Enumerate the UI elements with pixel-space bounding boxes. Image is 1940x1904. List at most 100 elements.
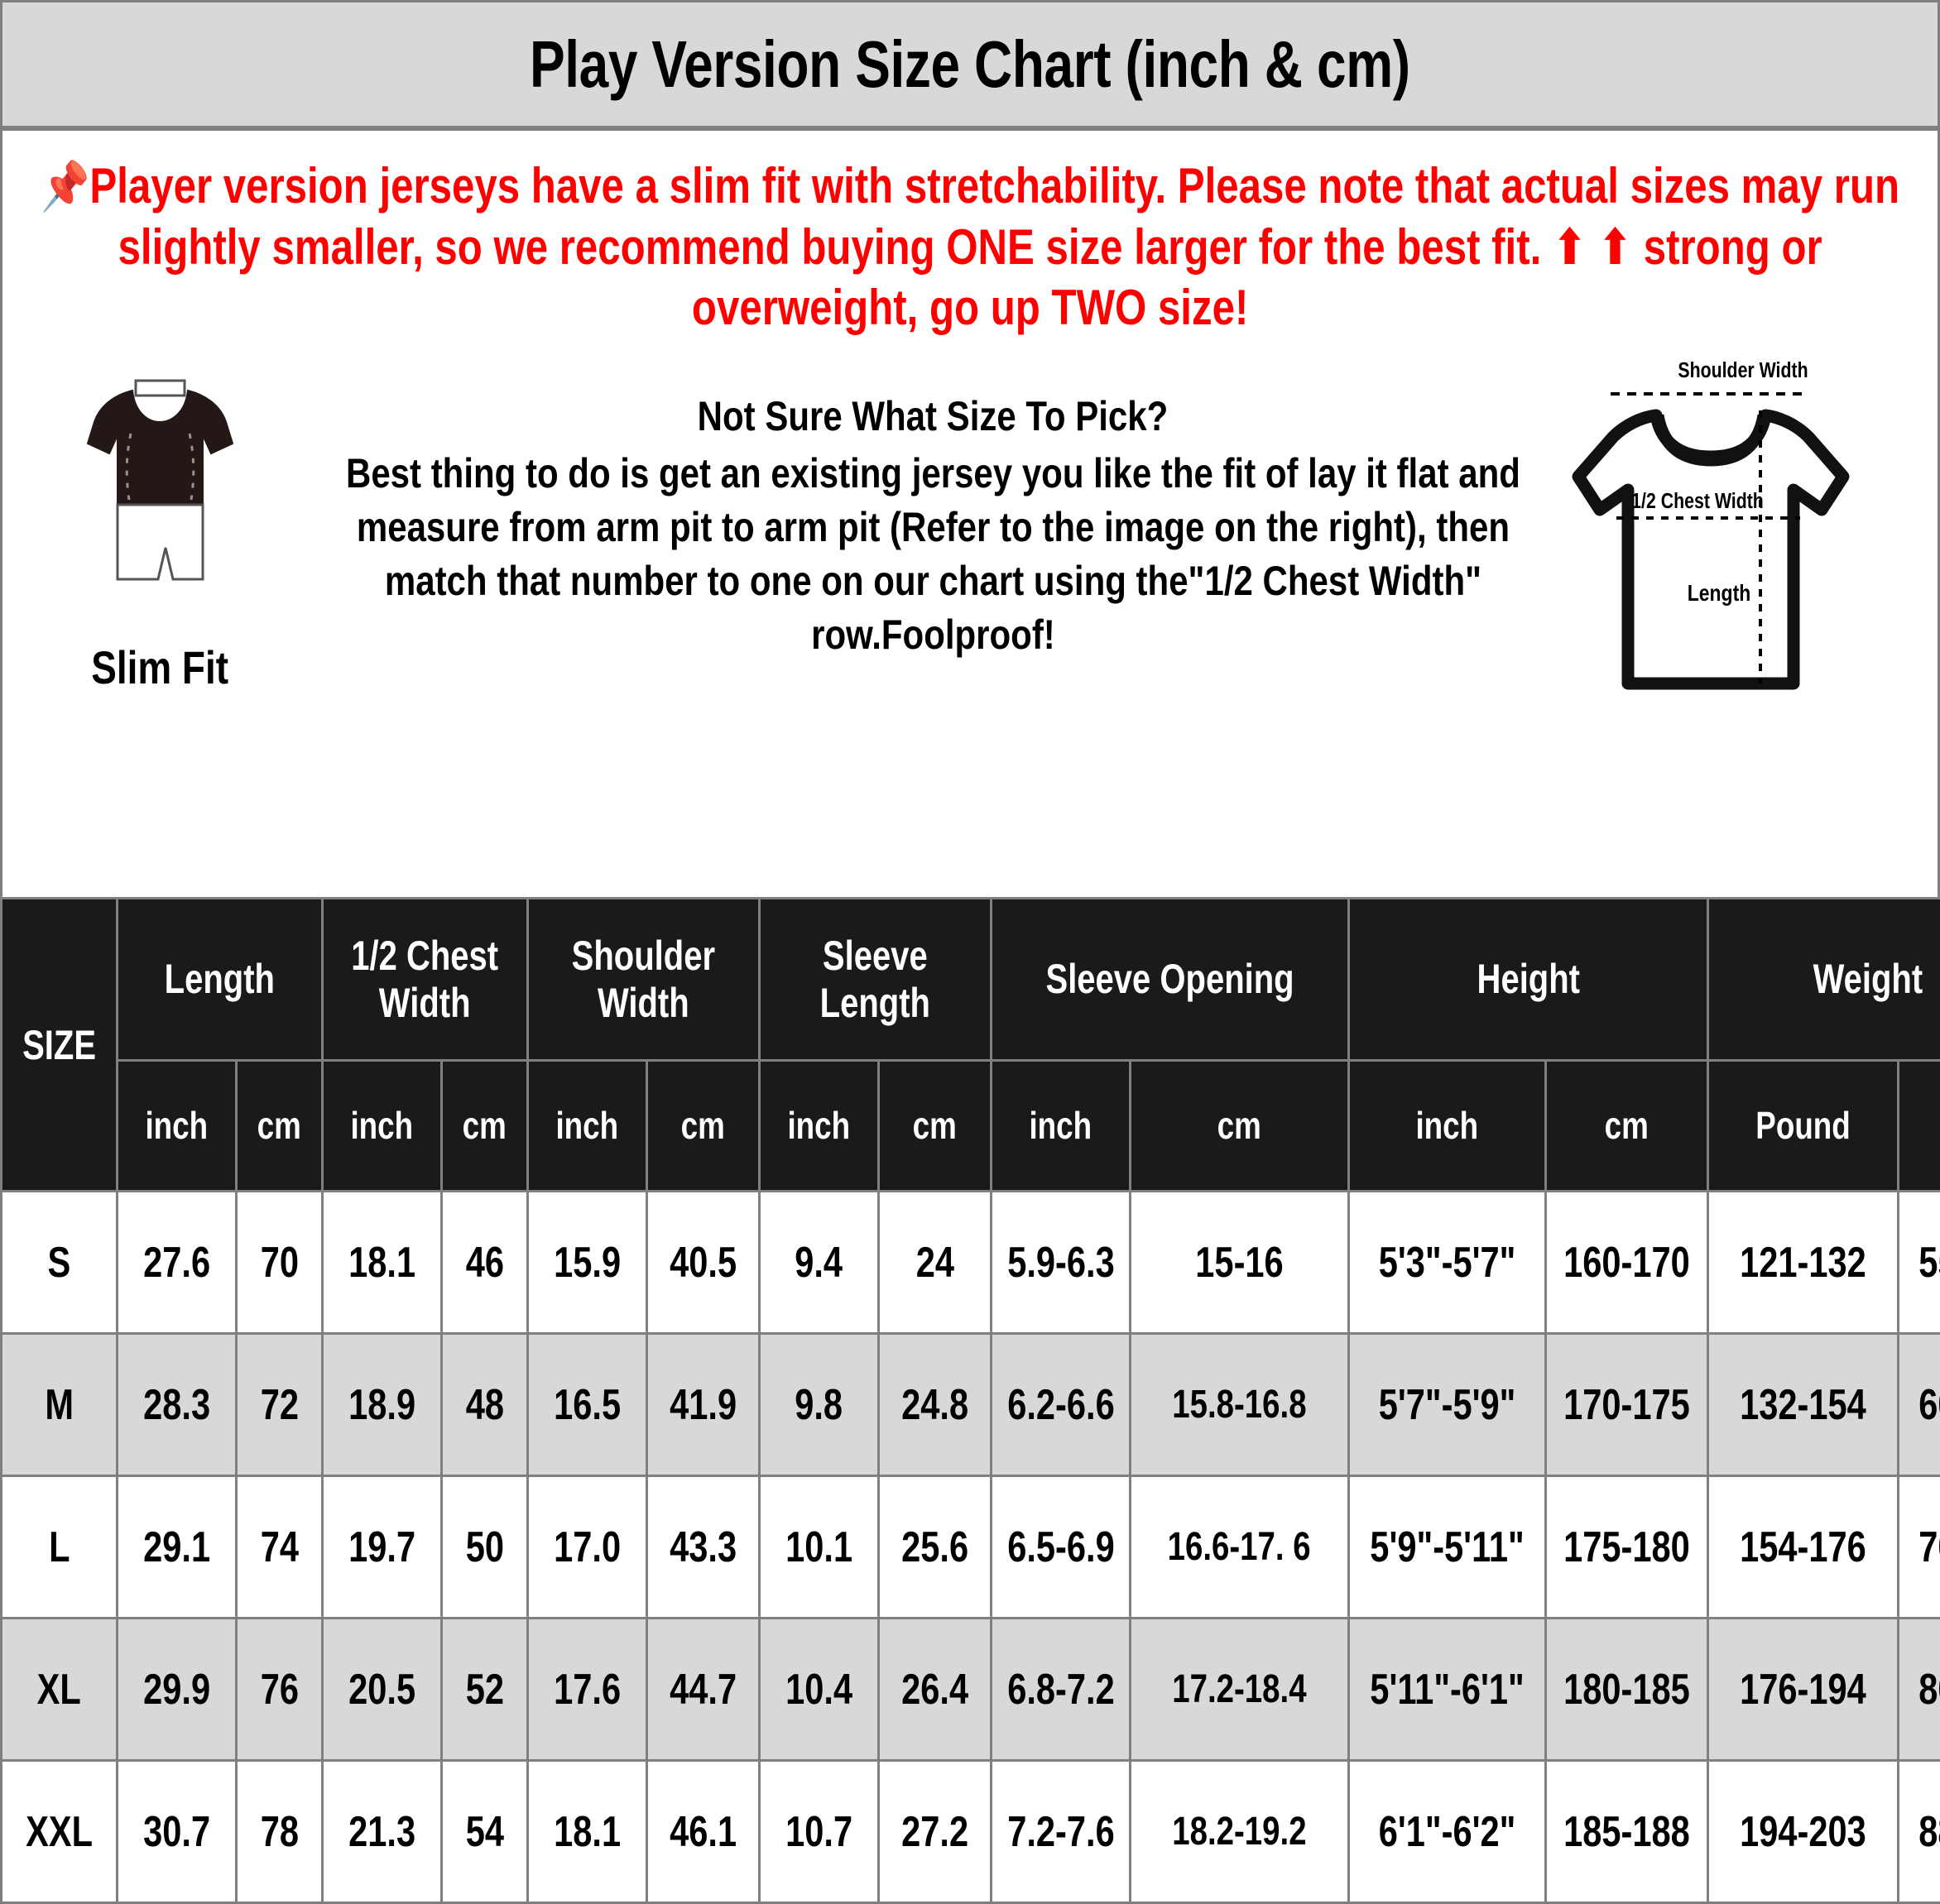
cell-sleeve-length-cm: 26.4 bbox=[877, 1617, 993, 1762]
row-size-label: L bbox=[0, 1475, 118, 1619]
size-table: SIZE Length 1/2 Chest Width Shoulder Wid… bbox=[0, 897, 1940, 1904]
notice-line-2: strong or overweight, go up TWO size! bbox=[691, 218, 1822, 335]
half-chest-width-label: 1/2 Chest Width bbox=[1631, 489, 1764, 514]
cell-length-inch: 28.3 bbox=[116, 1332, 238, 1477]
header-unit-weight-kg: KG bbox=[1897, 1059, 1940, 1192]
header-size: SIZE bbox=[0, 897, 118, 1192]
cell-length-cm: 76 bbox=[234, 1617, 324, 1762]
cell-length-cm: 70 bbox=[234, 1190, 324, 1335]
cell-height-inch: 5'7"-5'9" bbox=[1347, 1332, 1548, 1477]
cell-length-cm: 72 bbox=[234, 1332, 324, 1477]
cell-chest-cm: 52 bbox=[440, 1617, 530, 1762]
slim-fit-block: Slim Fit bbox=[2, 353, 317, 694]
row-size-label: S bbox=[0, 1190, 118, 1335]
cell-height-inch: 5'9"-5'11" bbox=[1347, 1475, 1548, 1619]
cell-sleeve-length-inch: 9.4 bbox=[758, 1190, 881, 1335]
header-group-half-chest-width: 1/2 Chest Width bbox=[321, 897, 530, 1062]
header-unit-sleeve-opening-inch: inch bbox=[990, 1059, 1132, 1192]
header-group-sleeve-opening: Sleeve Opening bbox=[990, 897, 1351, 1062]
cell-shoulder-cm: 41.9 bbox=[646, 1332, 761, 1477]
cell-length-inch: 29.1 bbox=[116, 1475, 238, 1619]
row-size-label: XL bbox=[0, 1617, 118, 1762]
notice-line-1: Player version jerseys have a slim fit w… bbox=[89, 158, 1899, 275]
cell-shoulder-inch: 15.9 bbox=[526, 1190, 649, 1335]
header-row-groups: SIZE Length 1/2 Chest Width Shoulder Wid… bbox=[0, 897, 1940, 1192]
cell-sleeve-opening-cm: 16.6-17. 6 bbox=[1129, 1475, 1351, 1619]
header-unit-weight-pound: Pound bbox=[1707, 1059, 1900, 1192]
cell-chest-cm: 46 bbox=[440, 1190, 530, 1335]
cell-height-cm: 175-180 bbox=[1544, 1475, 1710, 1619]
cell-sleeve-opening-inch: 6.8-7.2 bbox=[990, 1617, 1132, 1762]
cell-height-inch: 6'1"-6'2" bbox=[1347, 1759, 1548, 1904]
cell-length-cm: 74 bbox=[234, 1475, 324, 1619]
pushpin-icon: 📌 bbox=[41, 160, 90, 213]
row-size-label: M bbox=[0, 1332, 118, 1477]
cell-chest-inch: 18.9 bbox=[321, 1332, 444, 1477]
header-group-sleeve-length: Sleeve Length bbox=[758, 897, 993, 1062]
header-group-length: Length bbox=[115, 897, 324, 1062]
cell-weight-pound: 121-132 bbox=[1707, 1190, 1900, 1335]
cell-height-cm: 180-185 bbox=[1544, 1617, 1710, 1762]
slim-fit-label: Slim Fit bbox=[91, 641, 228, 694]
cell-weight-kg: 88-92 bbox=[1897, 1759, 1940, 1904]
notice-section: 📌Player version jerseys have a slim fit … bbox=[0, 131, 1940, 338]
cell-chest-cm: 54 bbox=[440, 1759, 530, 1904]
header-unit-length-cm: cm bbox=[234, 1059, 324, 1192]
cell-chest-inch: 20.5 bbox=[321, 1617, 444, 1762]
guide-body: Best thing to do is get an existing jers… bbox=[345, 450, 1520, 659]
cell-sleeve-length-inch: 10.1 bbox=[758, 1475, 881, 1619]
table-row: S 27.6 70 18.1 46 15.9 40.5 9.4 24 5.9-6… bbox=[0, 1190, 1940, 1335]
length-label: Length bbox=[1688, 581, 1750, 607]
cell-sleeve-opening-inch: 6.5-6.9 bbox=[990, 1475, 1132, 1619]
header-unit-sleeve-length-inch: inch bbox=[758, 1059, 881, 1192]
cell-length-inch: 27.6 bbox=[116, 1190, 238, 1335]
cell-chest-cm: 48 bbox=[440, 1332, 530, 1477]
header-unit-shoulder-inch: inch bbox=[526, 1059, 649, 1192]
size-table-wrap: SIZE Length 1/2 Chest Width Shoulder Wid… bbox=[0, 897, 1940, 1904]
cell-height-cm: 185-188 bbox=[1544, 1759, 1710, 1904]
cell-shoulder-cm: 46.1 bbox=[646, 1759, 761, 1904]
header-unit-sleeve-length-cm: cm bbox=[877, 1059, 993, 1192]
cell-sleeve-length-cm: 25.6 bbox=[877, 1475, 993, 1619]
table-row: L 29.1 74 19.7 50 17.0 43.3 10.1 25.6 6.… bbox=[0, 1475, 1940, 1619]
tshirt-diagram-block: Shoulder Width 1/2 Chest Width Length bbox=[1549, 353, 1938, 703]
cell-sleeve-opening-inch: 6.2-6.6 bbox=[990, 1332, 1132, 1477]
cell-sleeve-length-cm: 27.2 bbox=[877, 1759, 993, 1904]
cell-weight-pound: 194-203 bbox=[1707, 1759, 1900, 1904]
tshirt-measurement-icon: Shoulder Width 1/2 Chest Width Length bbox=[1572, 358, 1850, 690]
cell-sleeve-opening-cm: 18.2-19.2 bbox=[1129, 1759, 1351, 1904]
cell-chest-inch: 18.1 bbox=[321, 1190, 444, 1335]
table-row: XXL 30.7 78 21.3 54 18.1 46.1 10.7 27.2 … bbox=[0, 1759, 1940, 1904]
cell-sleeve-opening-inch: 5.9-6.3 bbox=[990, 1190, 1132, 1335]
header-group-weight: Weight bbox=[1707, 897, 1940, 1062]
cell-shoulder-inch: 17.6 bbox=[526, 1617, 649, 1762]
cell-chest-inch: 21.3 bbox=[321, 1759, 444, 1904]
notice-paragraph: 📌Player version jerseys have a slim fit … bbox=[32, 156, 1907, 338]
cell-shoulder-cm: 40.5 bbox=[646, 1190, 761, 1335]
cell-weight-kg: 70-80 bbox=[1897, 1475, 1940, 1619]
cell-shoulder-cm: 43.3 bbox=[646, 1475, 761, 1619]
cell-weight-pound: 154-176 bbox=[1707, 1475, 1900, 1619]
sizing-guide-text: Not Sure What Size To Pick? Best thing t… bbox=[317, 353, 1549, 662]
cell-shoulder-inch: 17.0 bbox=[526, 1475, 649, 1619]
cell-weight-kg: 60-70 bbox=[1897, 1332, 1940, 1477]
illustration-band: Slim Fit Not Sure What Size To Pick? Bes… bbox=[0, 338, 1940, 897]
slim-fit-jersey-icon bbox=[86, 379, 233, 581]
page-title: Play Version Size Chart (inch & cm) bbox=[530, 26, 1410, 101]
cell-sleeve-opening-cm: 15.8-16.8 bbox=[1129, 1332, 1351, 1477]
cell-weight-pound: 176-194 bbox=[1707, 1617, 1900, 1762]
cell-weight-kg: 55-60 bbox=[1897, 1190, 1940, 1335]
header-unit-height-cm: cm bbox=[1544, 1059, 1710, 1192]
header-group-height: Height bbox=[1347, 897, 1710, 1062]
cell-height-inch: 5'11"-6'1" bbox=[1347, 1617, 1548, 1762]
row-size-label: XXL bbox=[0, 1759, 118, 1904]
header-unit-sleeve-opening-cm: cm bbox=[1129, 1059, 1351, 1192]
cell-height-cm: 170-175 bbox=[1544, 1332, 1710, 1477]
header-unit-chest-inch: inch bbox=[321, 1059, 444, 1192]
table-row: M 28.3 72 18.9 48 16.5 41.9 9.8 24.8 6.2… bbox=[0, 1332, 1940, 1477]
cell-chest-inch: 19.7 bbox=[321, 1475, 444, 1619]
cell-sleeve-length-cm: 24.8 bbox=[877, 1332, 993, 1477]
up-arrow-icon: ⬆ ⬆ bbox=[1552, 218, 1632, 275]
cell-height-cm: 160-170 bbox=[1544, 1190, 1710, 1335]
